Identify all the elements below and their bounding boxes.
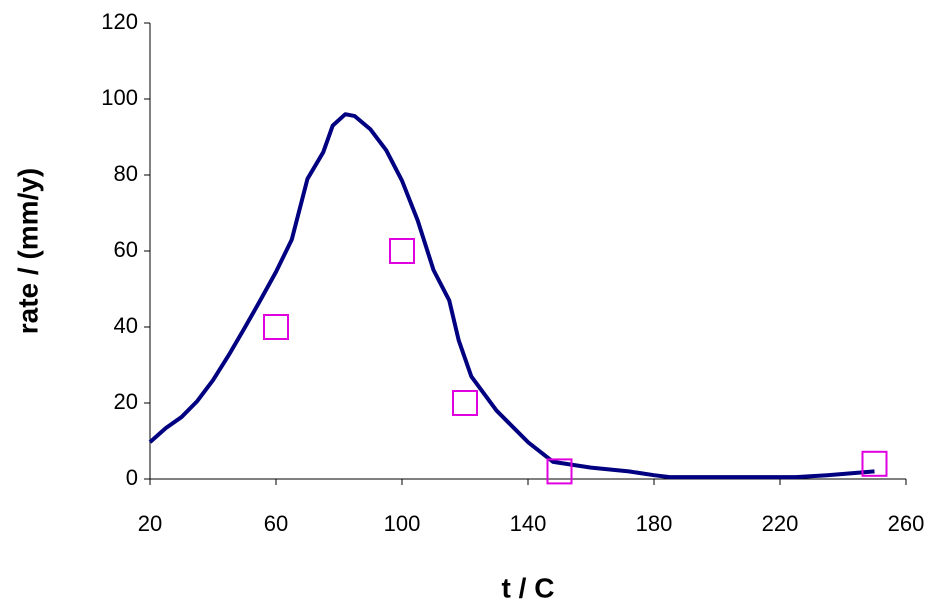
x-tick-label: 60 — [264, 511, 288, 536]
marker — [263, 314, 289, 340]
y-axis-title: rate / (mm/y) — [12, 168, 43, 335]
marker — [546, 458, 573, 485]
y-tick-label: 20 — [114, 389, 138, 414]
line — [148, 112, 875, 480]
x-axis-title: t / C — [502, 572, 555, 603]
x-tick-label: 180 — [636, 511, 673, 536]
y-tick-label: 100 — [101, 85, 138, 110]
marker — [389, 238, 415, 264]
x-tick-label: 220 — [762, 511, 799, 536]
y-tick-label: 120 — [101, 9, 138, 34]
y-tick-label: 60 — [114, 237, 138, 262]
marker — [861, 450, 888, 477]
y-tick-label: 40 — [114, 313, 138, 338]
x-tick-label: 20 — [138, 511, 162, 536]
y-tick-label: 0 — [126, 465, 138, 490]
x-tick-label: 260 — [888, 511, 925, 536]
x-tick-label: 140 — [510, 511, 547, 536]
marker — [452, 390, 478, 416]
y-tick-label: 80 — [114, 161, 138, 186]
x-tick-label: 100 — [384, 511, 421, 536]
